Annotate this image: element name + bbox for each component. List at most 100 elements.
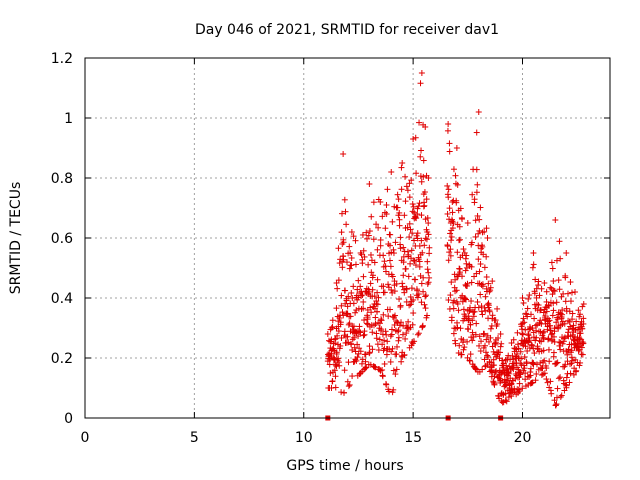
data-point — [492, 369, 499, 376]
data-point — [354, 341, 361, 348]
data-point — [450, 219, 457, 226]
data-point — [406, 180, 413, 187]
data-point — [573, 318, 580, 325]
data-point — [365, 261, 372, 268]
data-point — [472, 233, 479, 240]
data-point — [344, 310, 351, 317]
data-point — [382, 268, 389, 275]
data-point — [397, 234, 404, 241]
data-point — [360, 247, 367, 254]
data-point — [491, 362, 498, 369]
data-point — [469, 329, 476, 336]
data-point — [341, 328, 348, 335]
data-point — [549, 265, 556, 272]
data-point — [379, 366, 386, 373]
data-point — [545, 346, 552, 353]
data-point — [374, 289, 381, 296]
data-point — [519, 385, 526, 392]
data-point — [354, 286, 361, 293]
data-point — [363, 320, 370, 327]
data-point — [522, 376, 529, 383]
data-point — [567, 370, 574, 377]
data-point — [416, 200, 423, 207]
data-point — [419, 322, 426, 329]
data-point — [485, 280, 492, 287]
data-point — [343, 221, 350, 228]
data-point — [553, 394, 560, 401]
data-point — [390, 246, 397, 253]
data-point — [382, 263, 389, 270]
data-point — [447, 230, 454, 237]
data-point — [503, 381, 510, 388]
data-point — [406, 220, 413, 227]
data-point-peak — [333, 280, 340, 286]
data-point — [387, 263, 394, 270]
data-point — [550, 287, 557, 294]
data-point — [362, 358, 369, 365]
data-point — [532, 276, 539, 283]
data-point — [422, 123, 429, 130]
data-point — [365, 232, 372, 239]
data-point — [346, 381, 353, 388]
data-point — [341, 367, 348, 374]
data-point — [474, 181, 481, 188]
y-axis-label: SRMTID / TECUs — [8, 182, 24, 295]
data-point — [371, 259, 378, 266]
data-point — [575, 347, 582, 354]
data-point — [425, 231, 432, 238]
data-point — [362, 351, 369, 358]
data-point — [553, 299, 560, 306]
data-point — [352, 237, 359, 244]
data-point — [388, 331, 395, 338]
data-point — [553, 401, 560, 408]
data-point — [382, 225, 389, 232]
data-point — [532, 322, 539, 329]
data-point — [472, 331, 479, 338]
data-point — [566, 379, 573, 386]
data-point — [529, 342, 536, 349]
data-point — [477, 261, 484, 268]
data-point — [350, 300, 357, 307]
data-point — [347, 249, 354, 256]
data-point — [386, 388, 393, 395]
data-point — [338, 334, 345, 341]
data-point — [453, 197, 460, 204]
data-point — [415, 203, 422, 210]
data-point — [452, 276, 459, 283]
data-point — [568, 289, 575, 296]
data-point-peak — [552, 217, 559, 223]
data-point — [526, 292, 533, 299]
data-point — [510, 336, 517, 343]
data-point — [475, 304, 482, 311]
data-point — [541, 357, 548, 364]
data-point — [467, 351, 474, 358]
data-point — [402, 198, 409, 205]
data-point — [357, 329, 364, 336]
data-point — [569, 310, 576, 317]
data-point — [543, 376, 550, 383]
data-point — [368, 309, 375, 316]
data-point — [520, 315, 527, 322]
data-point — [546, 358, 553, 365]
data-point — [416, 258, 423, 265]
data-point — [351, 334, 358, 341]
data-point — [333, 305, 340, 312]
data-point — [367, 251, 374, 258]
data-point — [329, 378, 336, 385]
data-point — [502, 397, 509, 404]
data-point — [369, 329, 376, 336]
data-point — [341, 389, 348, 396]
data-point — [394, 191, 401, 198]
data-point — [580, 315, 587, 322]
data-point — [570, 371, 577, 378]
data-point — [465, 315, 472, 322]
data-point — [370, 272, 377, 279]
data-point — [407, 226, 414, 233]
data-point — [545, 318, 552, 325]
data-point — [401, 289, 408, 296]
data-point — [418, 280, 425, 287]
data-point — [541, 370, 548, 377]
data-point — [423, 196, 430, 203]
data-point — [409, 230, 416, 237]
data-point — [534, 346, 541, 353]
